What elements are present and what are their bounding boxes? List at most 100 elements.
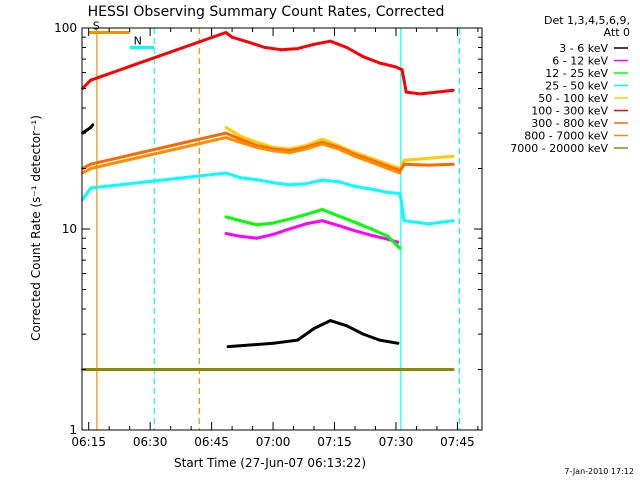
footer-date: 7-Jan-2010 17:12: [564, 467, 634, 476]
series-point-6-2: [224, 131, 228, 135]
series-point-0-6: [361, 332, 365, 336]
series-point-5-18: [451, 88, 455, 92]
series-point-1-9: [370, 233, 373, 237]
x-tick-label-0: 06:15: [71, 435, 106, 449]
series-point-9-1: [89, 126, 93, 129]
series-point-0-1: [271, 341, 275, 345]
series-point-1-7: [337, 224, 340, 228]
series-point-2-9: [370, 227, 373, 231]
legend-label-1: 6 - 12 keV: [552, 55, 608, 68]
series-point-1-2: [255, 236, 259, 240]
series-point-2-10: [386, 234, 390, 238]
series-point-4-14: [451, 154, 455, 158]
series-point-9-2: [91, 123, 95, 127]
x-tick-label-2: 06:45: [194, 435, 229, 449]
series-point-5-16: [419, 92, 422, 96]
series-point-7-12: [386, 167, 390, 170]
legend-label-0: 3 - 6 keV: [559, 42, 608, 55]
series-point-5-11: [361, 55, 365, 59]
series-point-5-4: [247, 40, 250, 44]
x-tick-label-1: 06:30: [133, 435, 168, 449]
series-point-8-5: [353, 368, 357, 371]
series-point-5-13: [394, 65, 398, 69]
series-point-1-3: [271, 233, 275, 236]
legend-label-8: 7000 - 20000 keV: [510, 142, 608, 155]
legend-title-0: Det 1,3,4,5,6,9,: [544, 14, 630, 27]
series-point-3-12: [386, 191, 390, 194]
chart-title: HESSI Observing Summary Count Rates, Cor…: [88, 4, 445, 20]
series-point-8-7: [402, 368, 406, 371]
series-point-0-0: [226, 345, 230, 348]
legend-label-7: 800 - 7000 keV: [524, 130, 608, 143]
series-point-2-11: [398, 247, 402, 250]
series-point-5-5: [263, 46, 267, 49]
annotation-label-S: S: [93, 19, 100, 32]
series-point-8-6: [396, 368, 400, 371]
series-point-8-4: [312, 368, 316, 371]
series-point-2-1: [238, 219, 242, 223]
series-point-7-2: [224, 136, 228, 140]
series-point-5-2: [224, 31, 228, 34]
y-tick-label-1: 10: [62, 222, 77, 236]
series-point-4-2: [255, 140, 259, 144]
series-point-3-4: [255, 178, 259, 182]
series-point-7-13: [398, 171, 402, 175]
series-point-7-4: [255, 145, 259, 149]
series-point-5-9: [329, 39, 332, 43]
series-point-3-15: [427, 222, 431, 226]
series-point-2-8: [353, 220, 357, 224]
x-tick-label-3: 07:00: [256, 435, 291, 449]
series-point-1-5: [304, 222, 308, 226]
series-point-0-3: [312, 327, 316, 330]
series-point-3-5: [271, 181, 275, 185]
series-point-8-1: [89, 368, 93, 371]
series-point-7-7: [304, 147, 308, 151]
series-point-0-7: [378, 338, 381, 342]
x-tick-label-5: 07:30: [379, 435, 414, 449]
series-point-2-0: [224, 215, 228, 219]
series-point-7-1: [89, 167, 93, 170]
series-point-1-8: [353, 229, 357, 233]
series-line-7: [81, 136, 401, 175]
series-point-7-8: [320, 142, 324, 146]
legend-title-1: Att 0: [604, 26, 630, 39]
x-axis-label: Start Time (27-Jun-07 06:13:22): [174, 456, 366, 470]
series-point-7-11: [370, 160, 373, 164]
series-point-7-3: [238, 140, 242, 144]
series-point-6-3: [238, 137, 242, 141]
series-point-4-1: [238, 134, 242, 138]
legend-label-6: 300 - 800 keV: [531, 117, 608, 130]
plot-area: SN: [81, 19, 461, 430]
series-point-3-3: [238, 176, 242, 180]
series-point-1-1: [238, 234, 242, 238]
series-point-7-5: [271, 149, 275, 153]
series-point-6-14: [402, 162, 406, 166]
series-point-3-10: [353, 185, 357, 188]
series-point-1-0: [224, 232, 228, 235]
series-point-7-9: [337, 147, 340, 151]
series-point-0-4: [329, 319, 332, 322]
series-point-4-0: [224, 126, 228, 129]
y-axis-label: Corrected Count Rate (s⁻¹ detector⁻¹): [29, 115, 43, 341]
series-point-5-14: [400, 68, 404, 72]
legend-label-5: 100 - 300 keV: [531, 105, 608, 118]
series-point-2-7: [337, 214, 340, 218]
series-point-4-12: [402, 158, 406, 162]
series-point-2-2: [255, 223, 259, 227]
series-point-5-12: [378, 61, 381, 65]
axes: 06:15 06:30 06:45 07:00 07:15 07:30 07:45 1 10 10…: [54, 21, 482, 449]
series-line-2: [225, 208, 402, 250]
series-point-5-15: [404, 90, 408, 94]
series-point-3-2: [224, 171, 228, 175]
series-point-5-8: [312, 42, 316, 46]
x-tick-label-4: 07:15: [317, 435, 352, 449]
series-point-4-13: [427, 156, 431, 160]
series-point-2-4: [288, 217, 291, 221]
series-point-2-5: [304, 213, 308, 217]
series-point-7-6: [288, 151, 291, 155]
series-point-8-8: [427, 368, 431, 371]
series-point-3-1: [89, 186, 93, 190]
series-point-3-16: [451, 219, 455, 223]
legend-label-4: 50 - 100 keV: [538, 92, 608, 105]
